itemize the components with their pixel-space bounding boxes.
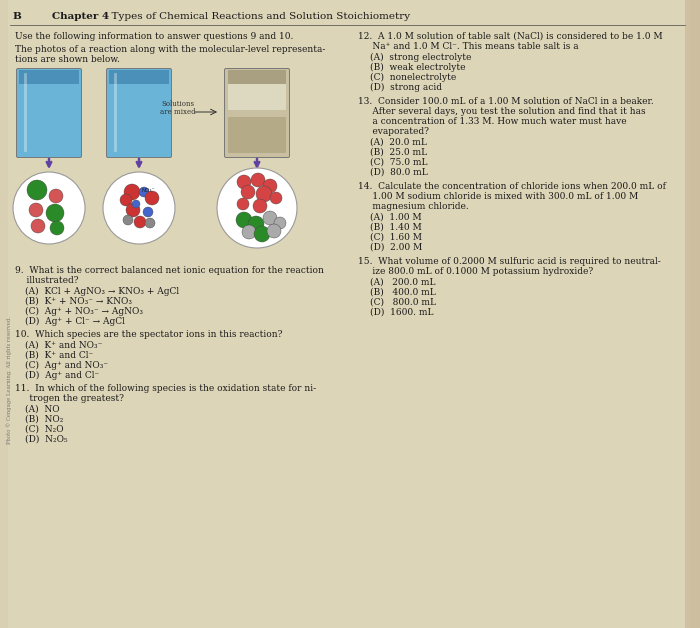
Circle shape <box>251 173 265 187</box>
Circle shape <box>242 225 256 239</box>
Text: 12.  A 1.0 M solution of table salt (NaCl) is considered to be 1.0 M: 12. A 1.0 M solution of table salt (NaCl… <box>358 32 663 41</box>
Circle shape <box>103 172 175 244</box>
Text: (D)  N₂O₅: (D) N₂O₅ <box>25 435 68 444</box>
Circle shape <box>31 219 45 233</box>
Circle shape <box>267 224 281 238</box>
Text: (A)  NO: (A) NO <box>25 405 60 414</box>
Text: are mixed: are mixed <box>160 108 196 116</box>
Text: (D)  Ag⁺ and Cl⁻: (D) Ag⁺ and Cl⁻ <box>25 371 99 380</box>
Text: (C)  1.60 M: (C) 1.60 M <box>370 233 422 242</box>
FancyBboxPatch shape <box>225 68 290 158</box>
Text: (A)   200.0 mL: (A) 200.0 mL <box>370 278 435 287</box>
Text: evaporated?: evaporated? <box>358 127 429 136</box>
Text: After several days, you test the solution and find that it has: After several days, you test the solutio… <box>358 107 645 116</box>
FancyBboxPatch shape <box>106 68 172 158</box>
Circle shape <box>253 199 267 213</box>
Text: Types of Chemical Reactions and Solution Stoichiometry: Types of Chemical Reactions and Solution… <box>105 12 410 21</box>
Circle shape <box>263 211 277 225</box>
Text: Use the following information to answer questions 9 and 10.: Use the following information to answer … <box>15 32 293 41</box>
Text: 1.00 M sodium chloride is mixed with 300.0 mL of 1.00 M: 1.00 M sodium chloride is mixed with 300… <box>358 192 638 201</box>
Text: (D)  2.00 M: (D) 2.00 M <box>370 243 422 252</box>
Text: illustrated?: illustrated? <box>15 276 78 285</box>
Text: Photo © Cengage Learning. All rights reserved.: Photo © Cengage Learning. All rights res… <box>6 316 12 444</box>
Circle shape <box>254 226 270 242</box>
Circle shape <box>29 203 43 217</box>
Circle shape <box>236 212 252 228</box>
FancyBboxPatch shape <box>228 117 286 153</box>
Text: (B)  K⁺ and Cl⁻: (B) K⁺ and Cl⁻ <box>25 351 93 360</box>
Circle shape <box>237 198 249 210</box>
Text: tions are shown below.: tions are shown below. <box>15 55 120 64</box>
Text: Solutions: Solutions <box>162 100 195 108</box>
Text: (C)  Ag⁺ + NO₃⁻ → AgNO₃: (C) Ag⁺ + NO₃⁻ → AgNO₃ <box>25 307 143 316</box>
Bar <box>19 70 79 84</box>
Bar <box>109 70 169 84</box>
Text: Chapter 4: Chapter 4 <box>52 12 109 21</box>
Text: 9.  What is the correct balanced net ionic equation for the reaction: 9. What is the correct balanced net ioni… <box>15 266 324 275</box>
Text: (B)  K⁺ + NO₃⁻ → KNO₃: (B) K⁺ + NO₃⁻ → KNO₃ <box>25 297 132 306</box>
Text: (B)   400.0 mL: (B) 400.0 mL <box>370 288 435 297</box>
Text: 11.  In which of the following species is the oxidation state for ni-: 11. In which of the following species is… <box>15 384 316 393</box>
Text: 13.  Consider 100.0 mL of a 1.00 M solution of NaCl in a beaker.: 13. Consider 100.0 mL of a 1.00 M soluti… <box>358 97 654 106</box>
Bar <box>685 0 700 628</box>
Text: B: B <box>12 12 21 21</box>
Circle shape <box>248 216 264 232</box>
Text: The photos of a reaction along with the molecular-level representa-: The photos of a reaction along with the … <box>15 45 326 54</box>
Text: (A)  20.0 mL: (A) 20.0 mL <box>370 138 427 147</box>
Text: (D)  Ag⁺ + Cl⁻ → AgCl: (D) Ag⁺ + Cl⁻ → AgCl <box>25 317 125 326</box>
Circle shape <box>274 217 286 229</box>
Circle shape <box>126 203 140 217</box>
FancyBboxPatch shape <box>17 68 81 158</box>
Circle shape <box>263 179 277 193</box>
Circle shape <box>256 186 272 202</box>
Circle shape <box>132 200 140 208</box>
Circle shape <box>124 184 140 200</box>
Text: (D)  strong acid: (D) strong acid <box>370 83 442 92</box>
Text: (B)  25.0 mL: (B) 25.0 mL <box>370 148 427 157</box>
Text: (B)  NO₂: (B) NO₂ <box>25 415 64 424</box>
Text: NO₃⁻: NO₃⁻ <box>142 188 155 193</box>
Text: (D)  1600. mL: (D) 1600. mL <box>370 308 433 317</box>
Text: (B)  1.40 M: (B) 1.40 M <box>370 223 421 232</box>
Text: magnesium chloride.: magnesium chloride. <box>358 202 469 211</box>
Bar <box>228 70 286 84</box>
Circle shape <box>145 218 155 228</box>
Text: (A)  strong electrolyte: (A) strong electrolyte <box>370 53 471 62</box>
Text: 10.  Which species are the spectator ions in this reaction?: 10. Which species are the spectator ions… <box>15 330 282 339</box>
Text: (C)  75.0 mL: (C) 75.0 mL <box>370 158 428 167</box>
Circle shape <box>241 185 255 199</box>
Circle shape <box>134 216 146 228</box>
Text: (C)   800.0 mL: (C) 800.0 mL <box>370 298 436 307</box>
Bar <box>228 70 286 110</box>
Text: (C)  N₂O: (C) N₂O <box>25 425 64 434</box>
Text: (A)  K⁺ and NO₃⁻: (A) K⁺ and NO₃⁻ <box>25 341 102 350</box>
Circle shape <box>217 168 297 248</box>
Circle shape <box>145 191 159 205</box>
Text: ize 800.0 mL of 0.1000 M potassium hydroxide?: ize 800.0 mL of 0.1000 M potassium hydro… <box>358 267 593 276</box>
Circle shape <box>270 192 282 204</box>
Text: trogen the greatest?: trogen the greatest? <box>15 394 124 403</box>
Text: 14.  Calculate the concentration of chloride ions when 200.0 mL of: 14. Calculate the concentration of chlor… <box>358 182 666 191</box>
Text: a concentration of 1.33 M. How much water must have: a concentration of 1.33 M. How much wate… <box>358 117 626 126</box>
Text: (B)  weak electrolyte: (B) weak electrolyte <box>370 63 466 72</box>
Circle shape <box>237 175 251 189</box>
Circle shape <box>49 189 63 203</box>
Circle shape <box>46 204 64 222</box>
Text: Na⁺ and 1.0 M Cl⁻. This means table salt is a: Na⁺ and 1.0 M Cl⁻. This means table salt… <box>358 42 579 51</box>
Text: (A)  1.00 M: (A) 1.00 M <box>370 213 421 222</box>
Circle shape <box>50 221 64 235</box>
Circle shape <box>143 207 153 217</box>
Circle shape <box>27 180 47 200</box>
Text: (C)  Ag⁺ and NO₃⁻: (C) Ag⁺ and NO₃⁻ <box>25 361 108 370</box>
Text: (C)  nonelectrolyte: (C) nonelectrolyte <box>370 73 456 82</box>
Circle shape <box>120 194 132 206</box>
Circle shape <box>139 187 149 197</box>
Circle shape <box>123 215 133 225</box>
Circle shape <box>13 172 85 244</box>
Text: 15.  What volume of 0.2000 M sulfuric acid is required to neutral-: 15. What volume of 0.2000 M sulfuric aci… <box>358 257 661 266</box>
Text: (A)  KCl + AgNO₃ → KNO₃ + AgCl: (A) KCl + AgNO₃ → KNO₃ + AgCl <box>25 287 179 296</box>
Text: (D)  80.0 mL: (D) 80.0 mL <box>370 168 428 177</box>
